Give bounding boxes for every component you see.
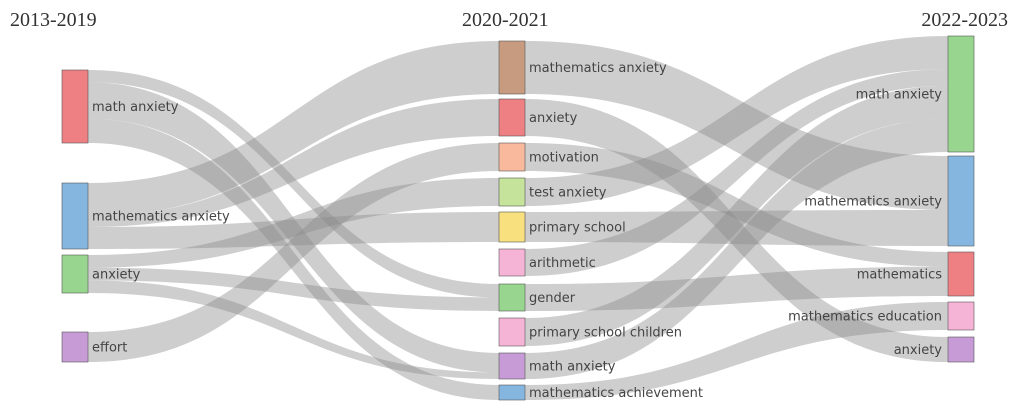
- node-c1-math-anxiety[interactable]: [498, 352, 526, 380]
- link-c1-arithmetic-to-c2-math-anxiety: [525, 69, 948, 277]
- node-c1-arithmetic[interactable]: [498, 248, 526, 277]
- node-label-c1-primary-school: primary school: [529, 221, 626, 236]
- node-label-c0-math-anxiety: math anxiety: [92, 100, 179, 115]
- link-c1-mathematics-achievement-to-c2-mathematics-education: [525, 302, 948, 400]
- node-label-c1-anxiety: anxiety: [529, 111, 578, 126]
- node-c1-mathematics-anxiety[interactable]: [498, 40, 526, 95]
- link-c1-primary-school-to-c2-mathematics-anxiety: [525, 210, 948, 246]
- node-c1-primary-school-children[interactable]: [498, 317, 526, 347]
- link-c0-mathematics-anxiety-to-c1-anxiety: [88, 99, 499, 227]
- node-c0-anxiety[interactable]: [61, 254, 89, 294]
- link-c1-math-anxiety-to-c2-math-anxiety: [525, 118, 948, 379]
- link-c1-gender-to-c2-mathematics: [525, 266, 948, 311]
- node-c0-math-anxiety[interactable]: [61, 69, 89, 144]
- link-c0-math-anxiety-to-c1-math-anxiety: [88, 82, 499, 373]
- labels-layer: math anxiety mathematics anxiety anxiety ef…: [92, 61, 942, 401]
- node-c2-math-anxiety[interactable]: [947, 35, 975, 153]
- period-title-2022-2023: 2022-2023: [921, 9, 1008, 31]
- node-label-c1-arithmetic: arithmetic: [529, 256, 596, 271]
- node-c2-mathematics[interactable]: [947, 251, 975, 297]
- node-c1-test-anxiety[interactable]: [498, 177, 526, 207]
- node-label-c0-anxiety: anxiety: [92, 268, 141, 283]
- node-c1-mathematics-achievement[interactable]: [498, 384, 526, 401]
- link-c1-motivation-to-c2-mathematics: [525, 143, 948, 267]
- link-c0-effort-to-c1-motivation: [88, 143, 499, 362]
- node-c1-gender[interactable]: [498, 283, 526, 312]
- node-label-c2-mathematics-anxiety: mathematics anxiety: [804, 195, 942, 210]
- node-label-c1-primary-school-children: primary school children: [529, 326, 682, 341]
- period-title-2020-2021: 2020-2021: [462, 9, 549, 31]
- link-c1-anxiety-to-c2-anxiety: [525, 99, 948, 362]
- node-label-c1-test-anxiety: test anxiety: [529, 186, 607, 201]
- node-c0-effort[interactable]: [61, 331, 89, 363]
- node-c2-anxiety[interactable]: [947, 336, 975, 363]
- nodes-layer: [61, 35, 975, 401]
- node-c1-anxiety[interactable]: [498, 98, 526, 137]
- node-label-c0-mathematics-anxiety: mathematics anxiety: [92, 210, 230, 225]
- node-label-c2-anxiety: anxiety: [894, 343, 943, 358]
- node-c1-primary-school[interactable]: [498, 211, 526, 243]
- node-label-c2-mathematics-education: mathematics education: [788, 310, 942, 325]
- period-title-2013-2019: 2013-2019: [10, 9, 97, 31]
- links-layer: [88, 36, 948, 401]
- node-label-c2-math-anxiety: math anxiety: [856, 88, 943, 103]
- link-c0-anxiety-to-c1-gender: [88, 267, 499, 311]
- node-label-c1-motivation: motivation: [529, 151, 599, 166]
- node-c1-motivation[interactable]: [498, 142, 526, 172]
- node-label-c1-mathematics-achievement: mathematics achievement: [529, 386, 703, 401]
- link-c0-mathematics-anxiety-to-c1-primary-school: [88, 212, 499, 249]
- node-c0-mathematics-anxiety[interactable]: [61, 182, 89, 250]
- node-label-c0-effort: effort: [92, 341, 127, 356]
- link-c1-test-anxiety-to-c2-math-anxiety: [525, 36, 948, 206]
- link-c0-math-anxiety-to-c1-mathematics-achievement: [88, 118, 499, 401]
- link-c1-mathematics-anxiety-to-c2-mathematics-anxiety: [525, 41, 948, 210]
- node-label-c1-gender: gender: [529, 291, 576, 306]
- node-c2-mathematics-anxiety[interactable]: [947, 155, 975, 247]
- link-c0-math-anxiety-to-c1-gender: [88, 70, 499, 298]
- node-label-c2-mathematics: mathematics: [857, 268, 942, 283]
- node-c2-mathematics-education[interactable]: [947, 301, 975, 331]
- link-c0-mathematics-anxiety-to-c1-mathematics-anxiety: [88, 41, 499, 216]
- link-c0-anxiety-to-c1-test-anxiety: [88, 178, 499, 268]
- node-label-c1-mathematics-anxiety: mathematics anxiety: [529, 61, 667, 76]
- link-c0-anxiety-to-c1-math-anxiety: [88, 280, 499, 379]
- link-c1-primary-school-children-to-c2-math-anxiety: [525, 85, 948, 346]
- node-label-c1-math-anxiety: math anxiety: [529, 360, 616, 375]
